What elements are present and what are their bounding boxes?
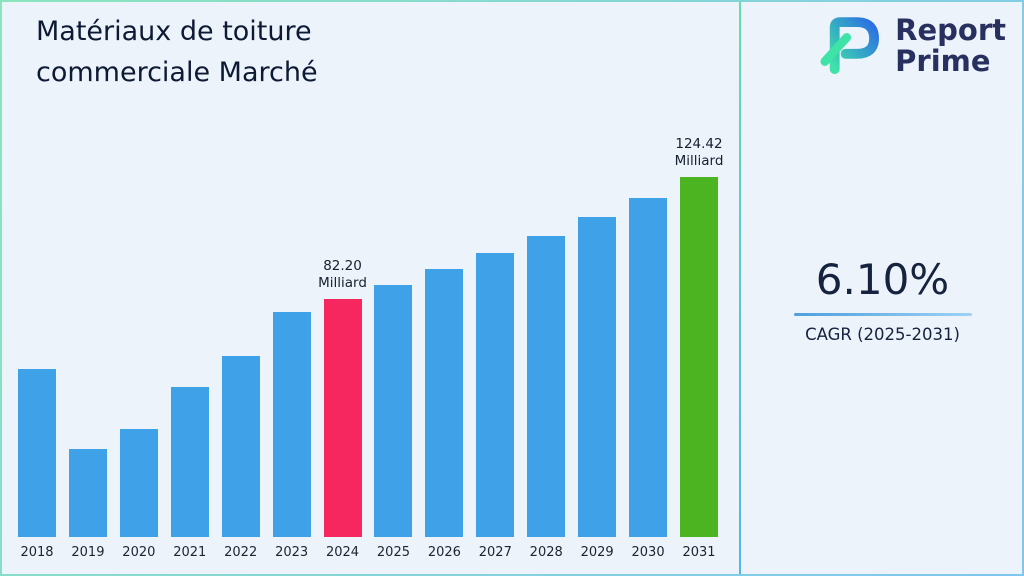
bar-column-2029: 2029 — [578, 217, 617, 560]
x-tick-2023: 2023 — [275, 545, 309, 560]
bar-2018 — [18, 369, 56, 537]
bar-column-2027: 2027 — [476, 253, 515, 560]
bar-2022 — [221, 356, 260, 537]
x-tick-2025: 2025 — [376, 545, 410, 560]
logo-word-report: Report — [895, 12, 1006, 47]
x-tick-2018: 2018 — [20, 545, 54, 560]
page-title-line-2: commerciale Marché — [36, 56, 318, 88]
x-tick-2021: 2021 — [173, 545, 207, 560]
bar-column-2019: 2019 — [68, 449, 107, 560]
bar-2020 — [119, 429, 158, 537]
x-tick-2022: 2022 — [224, 545, 258, 560]
x-tick-2024: 2024 — [325, 545, 360, 560]
bar-2028 — [527, 236, 566, 537]
x-tick-2029: 2029 — [580, 545, 614, 560]
bar-column-2023: 2023 — [272, 312, 311, 560]
bar-value-label-2024: 82.20 Milliard — [318, 257, 367, 292]
bar-column-2030: 2030 — [629, 198, 668, 560]
bar-column-2021: 2021 — [170, 387, 209, 560]
bar-2025 — [374, 285, 413, 537]
bar-column-2020: 2020 — [119, 429, 158, 560]
bar-column-2025: 2025 — [374, 285, 413, 560]
logo-word-prime: Prime — [895, 44, 991, 78]
cagr-underline — [793, 313, 972, 317]
bar-value-label-2031: 124.42 Milliard — [674, 135, 724, 170]
bar-2026 — [425, 269, 464, 537]
x-tick-2026: 2026 — [427, 545, 461, 560]
page-title-line-1: Matériaux de toiture — [36, 16, 312, 47]
logo-wordmark: Report Prime — [895, 12, 1006, 78]
bar-column-2031: 124.42 Milliard 2031 — [675, 136, 724, 560]
bar-column-2028: 2028 — [527, 236, 566, 560]
x-tick-2028: 2028 — [529, 545, 563, 560]
panel-divider — [739, 2, 741, 574]
bar-2027 — [476, 253, 515, 537]
report-prime-logo-icon — [815, 12, 885, 80]
bar-2030 — [629, 198, 668, 537]
cagr-label: CAGR (2025-2031) — [805, 325, 960, 345]
bar-column-2026: 2026 — [425, 269, 464, 560]
x-tick-2019: 2019 — [71, 545, 105, 560]
report-prime-logo: Report Prime — [815, 12, 1006, 80]
bar-2031 — [679, 177, 718, 537]
bar-2024 — [323, 299, 362, 537]
chart-bars: 2018 2019 2020 2021 2022 2023 82.20 Milliard 202… — [18, 136, 724, 560]
cagr-value: 6.10% — [815, 255, 950, 304]
bar-column-2018: 2018 — [18, 369, 56, 560]
x-tick-2027: 2027 — [478, 545, 512, 560]
x-tick-2031: 2031 — [682, 545, 716, 560]
x-tick-2020: 2020 — [122, 545, 156, 560]
x-tick-2030: 2030 — [631, 545, 665, 560]
bar-column-2022: 2022 — [221, 356, 260, 560]
bar-2019 — [68, 449, 107, 537]
bar-column-2024: 82.20 Milliard 2024 — [318, 258, 367, 560]
market-bar-chart: 2018 2019 2020 2021 2022 2023 82.20 Milliard 202… — [18, 136, 724, 560]
bar-2023 — [272, 312, 311, 537]
cagr-panel: 6.10% CAGR (2025-2031) — [739, 255, 1022, 345]
bar-2029 — [578, 217, 617, 537]
bar-2021 — [170, 387, 209, 537]
page-title: Matériaux de toiture commerciale Marché — [36, 12, 318, 93]
